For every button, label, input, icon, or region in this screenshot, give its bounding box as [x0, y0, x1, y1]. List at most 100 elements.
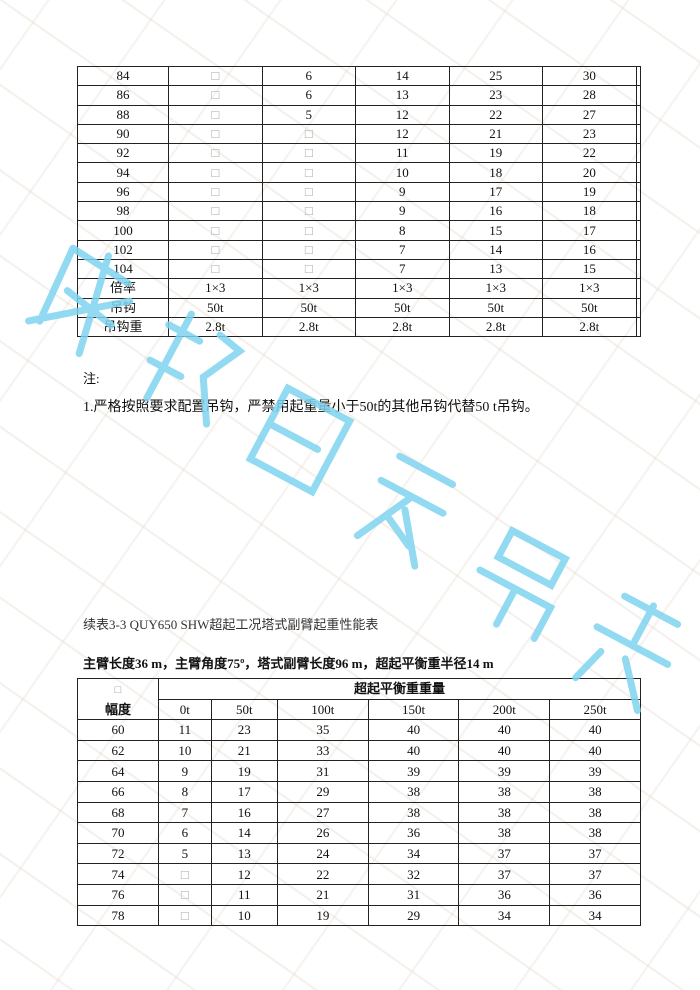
row-label-cell: 70	[77, 822, 159, 844]
value-cell: □	[168, 123, 263, 145]
value-cell: □	[261, 143, 357, 164]
value-cell: 5	[261, 104, 357, 125]
value-cell: 19	[448, 143, 544, 164]
table-row: 72 5 13 24 34 37 37	[77, 842, 641, 865]
value-cell: 39	[458, 760, 551, 782]
value-cell: 40	[367, 739, 460, 762]
table-row: 吊钩 50t 50t 50t 50t 50t	[77, 297, 642, 318]
table-row: 64 9 19 31 39 39 39	[77, 760, 641, 782]
value-cell: 14	[448, 239, 544, 260]
value-cell: 21	[448, 123, 544, 145]
row-label-cell: 90	[77, 123, 169, 145]
value-cell: 17	[542, 220, 637, 241]
table-row: 68 7 16 27 38 38 38	[77, 801, 641, 824]
value-cell: 37	[549, 842, 641, 865]
table-row: 吊钩重 2.8t 2.8t 2.8t 2.8t 2.8t	[77, 316, 642, 338]
value-cell: □	[168, 258, 263, 280]
table-row: 66 8 17 29 38 38 38	[77, 780, 641, 803]
value-cell: 17	[448, 181, 544, 203]
row-label-cell: 吊钩	[77, 297, 169, 318]
value-cell: □	[261, 162, 357, 183]
note-item: 1.严格按照要求配置吊钩，严禁用起重量小于50t的其他吊钩代替50 t吊钩。	[83, 400, 539, 415]
value-cell: 11	[355, 143, 450, 164]
value-cell: 13	[448, 258, 544, 280]
table-row: 74 □ 12 22 32 37 37	[77, 863, 641, 885]
value-cell: 2.8t	[542, 316, 637, 338]
value-cell: □	[261, 258, 357, 280]
table-row: 70 6 14 26 36 38 38	[77, 822, 641, 844]
value-cell	[635, 297, 642, 318]
value-cell: 10	[158, 739, 212, 762]
column-header: 100t	[276, 698, 369, 721]
value-cell: 50t	[542, 297, 637, 318]
value-cell: 50t	[168, 297, 263, 318]
value-cell: 1×3	[355, 278, 450, 299]
value-cell: 40	[458, 739, 551, 762]
value-cell: 1×3	[261, 278, 357, 299]
value-cell: 23	[210, 719, 278, 741]
column-header: 200t	[458, 698, 551, 721]
placeholder-box: □	[114, 684, 122, 697]
value-cell: 37	[458, 863, 551, 885]
row-label-cell: 104	[77, 258, 169, 280]
table-row: 102 □ □ 7 14 16	[77, 239, 642, 260]
value-cell: 11	[158, 719, 212, 741]
value-cell: 9	[158, 760, 212, 782]
value-cell: □	[158, 863, 212, 885]
value-cell: 22	[542, 143, 637, 164]
table-row: 100 □ □ 8 15 17	[77, 220, 642, 241]
value-cell: 31	[367, 883, 460, 906]
table-caption: 续表3-3 QUY650 SHW超起工况塔式副臂起重性能表	[83, 617, 379, 632]
value-cell: 7	[355, 258, 450, 280]
value-cell: 34	[458, 904, 551, 927]
value-cell: □	[168, 162, 263, 183]
value-cell: 24	[276, 842, 369, 865]
value-cell: 11	[210, 883, 278, 906]
value-cell: □	[168, 143, 263, 164]
row-label-cell: 64	[77, 760, 159, 782]
table-row: 78 □ 10 19 29 34 34	[77, 904, 641, 927]
load-table-continued: 84 □ 6 14 25 30 86 □ 6 13 23 28 88 □ 5 12 22 27 90 □ □ 12 21 23…	[77, 65, 642, 338]
value-cell: 2.8t	[355, 316, 450, 338]
table-row: 62 10 21 33 40 40 40	[77, 739, 641, 762]
value-cell: 38	[549, 801, 641, 824]
column-header: 150t	[367, 698, 460, 721]
value-cell: 12	[210, 863, 278, 885]
table-row: 90 □ □ 12 21 23	[77, 123, 642, 145]
tower-jib-load-table: □ 幅度 超起平衡重重量 0t 50t 100t 150t 200t 250t 60 11 2…	[77, 677, 641, 927]
value-cell: □	[158, 904, 212, 927]
value-cell: 29	[367, 904, 460, 927]
value-cell: 2.8t	[261, 316, 357, 338]
value-cell: 34	[549, 904, 641, 927]
value-cell: □	[168, 201, 263, 222]
value-cell: 12	[355, 104, 450, 125]
table-row: 倍率 1×3 1×3 1×3 1×3 1×3	[77, 278, 642, 299]
value-cell: 8	[158, 780, 212, 803]
value-cell: □	[168, 181, 263, 203]
value-cell: 30	[542, 65, 637, 87]
column-header: 0t	[158, 698, 212, 721]
value-cell: 29	[276, 780, 369, 803]
value-cell	[635, 65, 642, 87]
row-label-cell: 102	[77, 239, 169, 260]
value-cell	[635, 85, 642, 106]
value-cell: □	[158, 883, 212, 906]
column-header: 250t	[549, 698, 641, 721]
row-label-cell: 76	[77, 883, 159, 906]
value-cell: 18	[542, 201, 637, 222]
column-header: 50t	[210, 698, 278, 721]
value-cell: 2.8t	[168, 316, 263, 338]
value-cell: 19	[276, 904, 369, 927]
value-cell: 23	[448, 85, 544, 106]
value-cell: 38	[367, 780, 460, 803]
value-cell: 21	[276, 883, 369, 906]
value-cell: 7	[158, 801, 212, 824]
value-cell: 6	[261, 65, 357, 87]
value-cell: 2.8t	[448, 316, 544, 338]
value-cell: 9	[355, 201, 450, 222]
value-cell: 36	[458, 883, 551, 906]
value-cell: 38	[458, 780, 551, 803]
value-cell: 8	[355, 220, 450, 241]
value-cell: 26	[276, 822, 369, 844]
table-row: 92 □ □ 11 19 22	[77, 143, 642, 164]
